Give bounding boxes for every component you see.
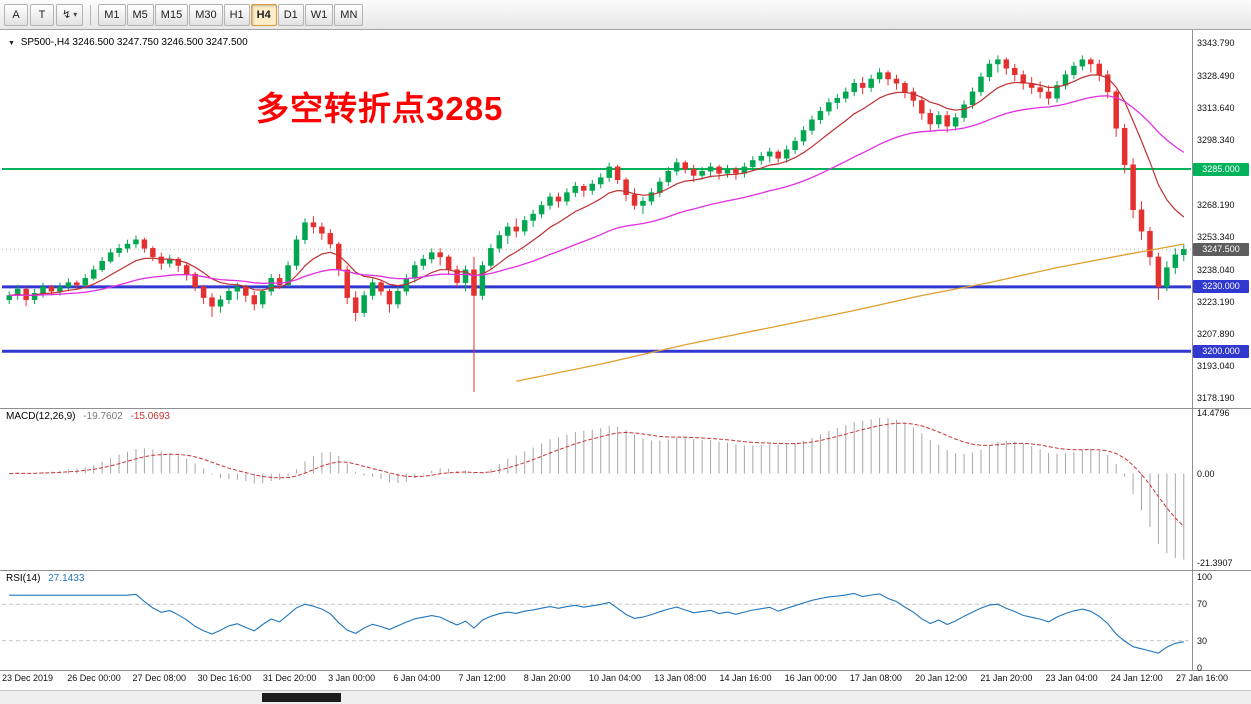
- macd-panel-divider[interactable]: [0, 408, 1251, 409]
- rsi-value: 27.1433: [48, 573, 85, 584]
- price-axis-label: 3253.340: [1197, 231, 1235, 242]
- time-axis-label: 27 Jan 16:00: [1176, 673, 1229, 683]
- rsi-panel-divider[interactable]: [0, 570, 1251, 571]
- time-axis-label: 7 Jan 12:00: [458, 673, 506, 683]
- timeframe-h4-button[interactable]: H4: [250, 3, 277, 26]
- macd-header: MACD(12,26,9) -19.7602 -15.0693: [6, 411, 170, 422]
- price-axis-label: 3343.790: [1197, 38, 1235, 48]
- lightning-icon: ↯: [62, 9, 72, 21]
- price-axis-label: 3328.490: [1197, 70, 1235, 81]
- timeframe-h1-button[interactable]: H1: [223, 3, 250, 26]
- time-axis-label: 14 Jan 16:00: [719, 673, 772, 683]
- time-axis-label: 23 Dec 2019: [2, 673, 54, 683]
- macd-main-value: -19.7602: [83, 411, 123, 422]
- symbol-header: ▼ SP500-,H4 3246.500 3247.750 3246.500 3…: [8, 37, 248, 48]
- annotation-text: 多空转折点3285: [256, 90, 504, 127]
- rsi-title: RSI(14): [6, 573, 41, 584]
- price-level-badge: 3200.000: [1193, 344, 1249, 358]
- time-axis-label: 13 Jan 08:00: [654, 673, 707, 683]
- time-axis-label: 26 Dec 00:00: [67, 673, 121, 683]
- timeframe-m1-button[interactable]: M1: [98, 3, 126, 26]
- price-axis-label: 3193.040: [1197, 361, 1235, 372]
- crosshair-tool-button[interactable]: T: [30, 3, 54, 26]
- chevron-down-icon: ▾: [73, 10, 78, 19]
- time-axis-label: 17 Jan 08:00: [849, 673, 902, 683]
- time-axis-label: 20 Jan 12:00: [915, 673, 968, 683]
- horizontal-scrollbar[interactable]: [0, 690, 1251, 704]
- timeframe-mn-button[interactable]: MN: [334, 3, 364, 26]
- time-axis-label: 27 Dec 08:00: [132, 673, 186, 683]
- text-tool-button[interactable]: A: [4, 3, 28, 26]
- price-level-badge: 3285.000: [1193, 162, 1249, 176]
- time-axis-label: 30 Dec 16:00: [197, 673, 252, 683]
- toolbar: A T ↯ ▾ M1 M5 M15 M30 H1 H4 D1 W1 MN: [0, 0, 1251, 30]
- price-axis-border: [1192, 30, 1193, 670]
- price-axis-label: 3178.190: [1197, 392, 1235, 403]
- price-axis-label: 3313.640: [1197, 102, 1235, 113]
- ohlc-close: 3247.500: [205, 37, 248, 48]
- time-axis[interactable]: 23 Dec 2019 26 Dec 00:00 27 Dec 08:00 30 De…: [0, 673, 1228, 688]
- time-axis-label: 3 Jan 00:00: [328, 673, 376, 683]
- timeframe-d1-button[interactable]: D1: [277, 3, 304, 26]
- price-level-badge: 3230.000: [1193, 280, 1249, 294]
- toolbar-separator: [90, 4, 92, 25]
- timeframe-m5-button[interactable]: M5: [126, 3, 154, 26]
- time-axis-label: 10 Jan 04:00: [589, 673, 642, 683]
- timeframe-w1-button[interactable]: W1: [304, 3, 334, 26]
- rsi-header: RSI(14) 27.1433: [6, 573, 84, 584]
- time-axis-label: 21 Jan 20:00: [980, 673, 1033, 683]
- macd-signal-value: -15.0693: [130, 411, 170, 422]
- ohlc-high: 3247.750: [116, 37, 159, 48]
- timeframe-group: M1 M5 M15 M30 H1 H4 D1 W1 MN: [98, 3, 364, 26]
- price-axis-label: 3238.040: [1197, 264, 1235, 275]
- macd-axis-label: -21.3907: [1197, 558, 1233, 568]
- price-axis-label: 3268.190: [1197, 200, 1235, 211]
- price-axis-label: 3298.340: [1197, 135, 1235, 146]
- symbol-name: SP500-,H4: [20, 37, 70, 48]
- time-axis-label: 8 Jan 20:00: [523, 673, 571, 683]
- current-price-badge: 3247.500: [1193, 242, 1249, 256]
- rsi-axis-label: 70: [1197, 599, 1208, 610]
- timeframe-m30-button[interactable]: M30: [189, 3, 223, 26]
- rsi-axis-label: 100: [1197, 572, 1213, 582]
- macd-title: MACD(12,26,9): [6, 411, 76, 422]
- time-axis-label: 23 Jan 04:00: [1045, 673, 1098, 683]
- ohlc-low: 3246.500: [161, 37, 204, 48]
- scrollbar-thumb[interactable]: [262, 693, 341, 702]
- price-axis-label: 3223.190: [1197, 296, 1235, 307]
- time-axis-label: 31 Dec 20:00: [262, 673, 317, 683]
- time-axis-label: 16 Jan 00:00: [784, 673, 837, 683]
- time-axis-label: 24 Jan 12:00: [1110, 673, 1163, 683]
- price-axis[interactable]: 3343.7903328.4903313.6403298.3403283.490…: [1193, 30, 1251, 674]
- chart-menu-icon[interactable]: ▼: [8, 40, 15, 47]
- time-axis-border: [0, 670, 1251, 671]
- rsi-axis-label: 0: [1197, 663, 1203, 673]
- price-axis-label: 3207.890: [1197, 329, 1235, 340]
- rsi-axis-label: 30: [1197, 635, 1208, 646]
- ohlc-open: 3246.500: [72, 37, 115, 48]
- macd-axis-label: 14.4796: [1197, 407, 1230, 418]
- time-axis-label: 6 Jan 04:00: [393, 673, 441, 683]
- timeframe-m15-button[interactable]: M15: [154, 3, 189, 26]
- chart-tools-dropdown[interactable]: ↯ ▾: [56, 3, 84, 26]
- macd-axis-label: 0.00: [1197, 468, 1215, 479]
